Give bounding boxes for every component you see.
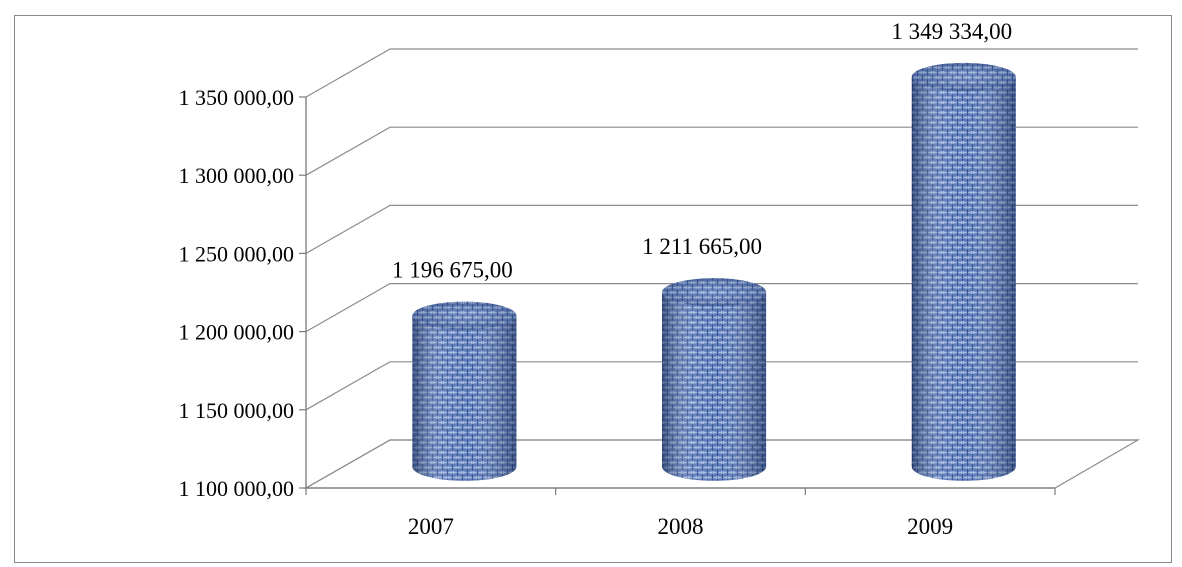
y-tick-label: 1 300 000,00: [179, 163, 295, 188]
x-tick-label: 2008: [658, 514, 704, 539]
y-tick-label: 1 250 000,00: [179, 241, 295, 266]
data-label: 1 211 665,00: [642, 234, 762, 259]
y-tick-label: 1 150 000,00: [179, 398, 295, 423]
bar-top-shading: [662, 278, 767, 307]
gridline: [305, 283, 1138, 333]
gridline: [305, 204, 1138, 254]
bar-2009: [911, 62, 1016, 481]
y-tick-label: 1 350 000,00: [179, 85, 295, 110]
bar-shading: [911, 76, 1016, 481]
bar-shading: [662, 292, 767, 481]
bar-2007: [412, 301, 517, 481]
bar-top-shading: [911, 62, 1016, 91]
x-tick-label: 2009: [907, 514, 953, 539]
data-label: 1 349 334,00: [891, 19, 1012, 44]
gridline: [305, 361, 1138, 411]
bar-top-shading: [412, 301, 517, 330]
y-tick-label: 1 100 000,00: [179, 476, 295, 501]
bar-2008: [662, 278, 767, 481]
gridline: [305, 126, 1138, 176]
data-label: 1 196 675,00: [392, 258, 513, 283]
y-tick-label: 1 200 000,00: [179, 320, 295, 345]
x-tick-label: 2007: [408, 514, 454, 539]
gridline: [305, 48, 1138, 98]
bar-shading: [412, 315, 517, 481]
